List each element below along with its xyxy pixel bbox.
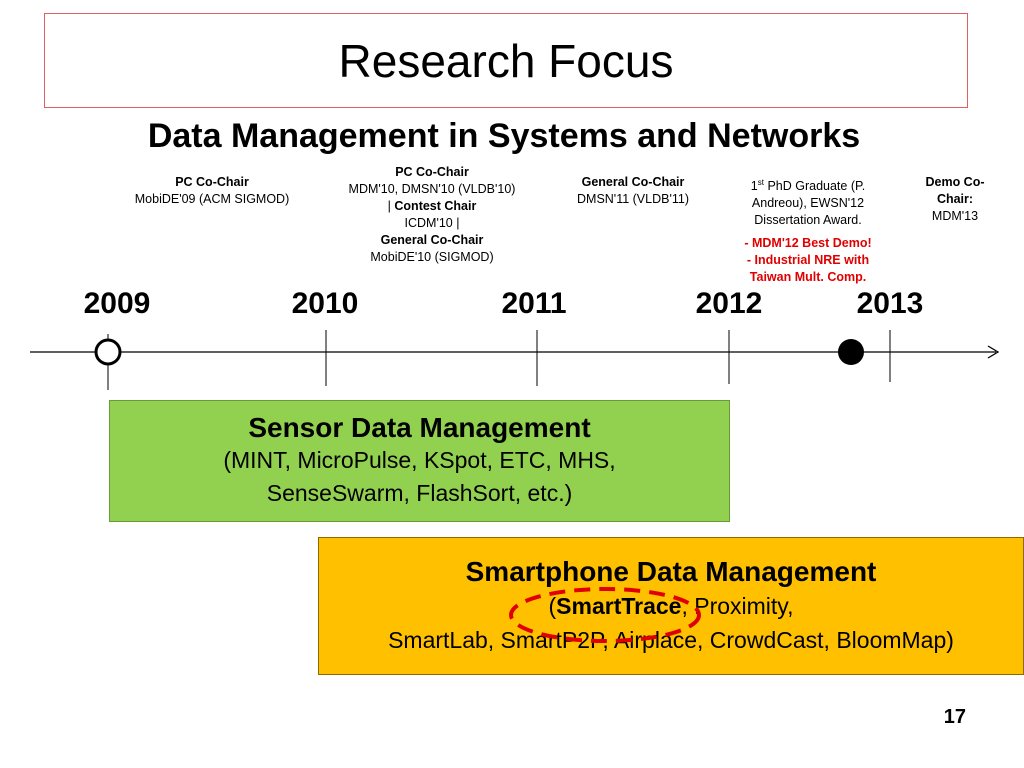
- event-2012: 1st PhD Graduate (P. Andreou), EWSN'12 D…: [728, 174, 888, 286]
- event-2011-venue: DMSN'11 (VLDB'11): [577, 192, 689, 206]
- event-2009-role: PC Co-Chair: [175, 175, 249, 189]
- event-2012-award1: - MDM'12 Best Demo!: [744, 236, 872, 251]
- event-2010-role-general: General Co-Chair: [380, 233, 484, 247]
- page-number: 17: [943, 706, 966, 728]
- timeline-start-marker: [94, 338, 122, 366]
- event-2012-line3: Dissertation Award.: [754, 213, 862, 228]
- event-2010-role-contest: Contest Chair: [394, 199, 477, 213]
- year-label-2012: 2012: [695, 287, 763, 320]
- event-2013-role-line2: Chair:: [936, 192, 974, 206]
- sensor-box-line1: (MINT, MicroPulse, KSpot, ETC, MHS,: [223, 447, 616, 473]
- title-box: Research Focus: [44, 13, 968, 108]
- timeline-current-marker: [838, 339, 864, 365]
- smartphone-box-line2: SmartLab, SmartP2P, Airplace, CrowdCast,…: [388, 627, 954, 653]
- sensor-data-management-box: Sensor Data Management (MINT, MicroPulse…: [109, 400, 730, 522]
- year-label-2011: 2011: [501, 287, 567, 320]
- smartphone-box-open-paren: (: [548, 593, 557, 619]
- smartphone-box-heading: Smartphone Data Management: [465, 556, 877, 587]
- event-2010-role-pc: PC Co-Chair: [395, 165, 469, 179]
- event-2010-venue-contest: ICDM'10 |: [404, 216, 460, 230]
- event-2011: General Co-Chair DMSN'11 (VLDB'11): [553, 174, 713, 208]
- event-2010-venue-pc: MDM'10, DMSN'10 (VLDB'10): [348, 182, 516, 196]
- event-2012-ordinal-suffix: st: [757, 178, 764, 187]
- sensor-box-heading: Sensor Data Management: [248, 412, 591, 443]
- event-2013-venue: MDM'13: [931, 209, 979, 223]
- smartphone-box-highlight: SmartTrace: [556, 593, 682, 619]
- event-2012-award3: Taiwan Mult. Comp.: [749, 270, 867, 285]
- timeline: [30, 330, 1000, 390]
- event-2012-award2: - Industrial NRE with: [746, 253, 870, 268]
- event-2012-line1: PhD Graduate (P.: [767, 179, 866, 194]
- event-2010-venue-general: MobiDE'10 (SIGMOD): [370, 250, 494, 264]
- sensor-box-line2: SenseSwarm, FlashSort, etc.): [266, 480, 573, 506]
- timeline-arrow-head: [987, 345, 1000, 359]
- event-2009-venue: MobiDE'09 (ACM SIGMOD): [134, 192, 290, 206]
- smartphone-data-management-box: Smartphone Data Management (SmartTrace, …: [318, 537, 1024, 675]
- slide-title: Research Focus: [338, 34, 674, 87]
- event-2010-separator: |: [387, 199, 391, 213]
- year-label-2009: 2009: [83, 287, 151, 320]
- year-label-2013: 2013: [856, 287, 924, 320]
- event-2009: PC Co-Chair MobiDE'09 (ACM SIGMOD): [107, 174, 317, 208]
- event-2012-ordinal: 1: [750, 179, 758, 194]
- event-2011-role: General Co-Chair: [581, 175, 685, 189]
- event-2013-role-line1: Demo Co-: [925, 175, 985, 189]
- event-2013: Demo Co- Chair: MDM'13: [910, 174, 1000, 225]
- smarttrace-highlight-ellipse: [509, 587, 701, 643]
- event-2010: PC Co-Chair MDM'10, DMSN'10 (VLDB'10) | …: [332, 164, 532, 266]
- slide-subtitle: Data Management in Systems and Networks: [147, 117, 861, 155]
- year-label-2010: 2010: [291, 287, 359, 320]
- event-2012-line2: Andreou), EWSN'12: [751, 196, 865, 211]
